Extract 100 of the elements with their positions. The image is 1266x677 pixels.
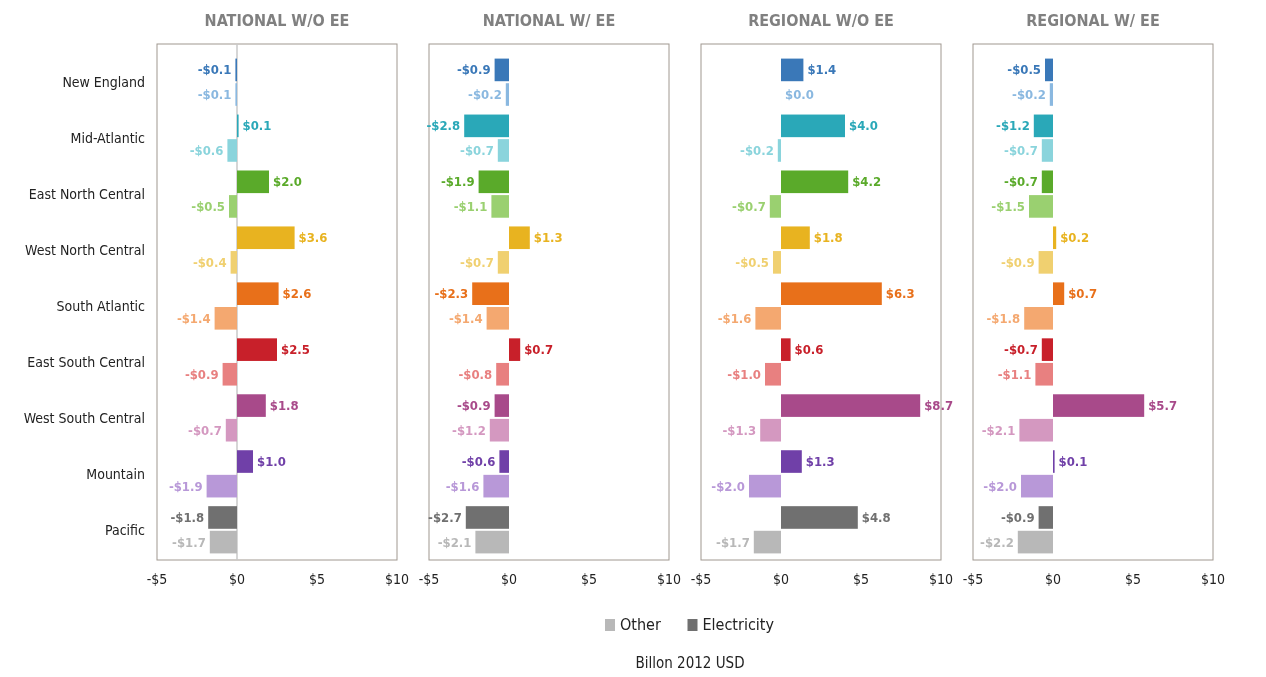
data-label: -$0.7 [1004, 174, 1038, 190]
data-label: -$0.7 [460, 254, 494, 270]
bar [1041, 338, 1053, 361]
y-tick-label: West North Central [25, 241, 145, 258]
bar [237, 226, 295, 250]
x-tick-label: $0 [500, 571, 518, 587]
x-tick-label: $10 [928, 571, 954, 587]
data-label: -$1.6 [445, 478, 480, 494]
bar [1045, 58, 1053, 82]
y-tick-label: East North Central [28, 186, 145, 203]
data-label: -$0.9 [1000, 510, 1035, 526]
data-label: $0.0 [785, 87, 814, 103]
y-tick-label: Pacific [105, 521, 146, 538]
bar [769, 195, 781, 218]
legend-label: Electricity [702, 615, 775, 634]
data-label: -$0.5 [735, 254, 769, 270]
data-label: -$1.6 [717, 310, 752, 326]
y-tick-label: East South Central [27, 353, 145, 370]
bar [749, 474, 781, 498]
data-label: -$0.1 [197, 87, 232, 103]
data-label: -$1.2 [996, 118, 1030, 134]
bar [206, 474, 237, 498]
data-label: -$2.1 [437, 534, 472, 550]
bar [494, 394, 509, 417]
x-tick-label: $0 [1044, 571, 1062, 587]
y-tick-label: South Atlantic [56, 297, 146, 314]
bar [1033, 114, 1053, 138]
bar [227, 139, 237, 162]
data-label: -$0.7 [188, 422, 222, 438]
data-label: -$1.8 [170, 510, 205, 526]
data-label: -$1.7 [716, 534, 750, 550]
data-label: -$1.3 [722, 422, 757, 438]
bar [1024, 307, 1053, 330]
data-label: $5.7 [1148, 398, 1178, 414]
bar [1019, 418, 1053, 442]
data-label: $2.0 [273, 174, 302, 190]
x-tick-label: -$5 [146, 571, 168, 587]
bar [781, 506, 858, 529]
data-label: -$0.5 [191, 198, 225, 214]
data-label: $1.0 [257, 454, 286, 470]
data-label: -$1.4 [176, 310, 211, 326]
bar [214, 307, 237, 330]
bar [464, 114, 509, 138]
bar [496, 362, 509, 386]
data-label: -$0.5 [1007, 62, 1041, 78]
bar [237, 450, 253, 473]
chart-title: NATIONAL W/O EE [204, 11, 350, 30]
bar [494, 58, 509, 82]
x-tick-label: $10 [656, 571, 682, 587]
bar [497, 139, 509, 162]
bar [209, 530, 237, 554]
data-label: -$1.4 [448, 310, 483, 326]
bar [509, 338, 521, 361]
bar [465, 506, 509, 529]
bar [1049, 83, 1053, 106]
data-label: -$0.6 [461, 454, 496, 470]
data-label: -$2.0 [711, 478, 745, 494]
data-label: -$0.7 [1004, 143, 1038, 159]
data-label: -$0.8 [458, 366, 493, 382]
data-label: -$2.1 [981, 422, 1016, 438]
y-tick-label: New England [62, 74, 145, 91]
data-label: -$2.0 [983, 478, 1017, 494]
data-label: -$0.6 [189, 143, 224, 159]
data-label: $0.7 [524, 342, 554, 358]
chart-title: NATIONAL W/ EE [482, 11, 616, 30]
data-label: -$0.2 [1012, 87, 1046, 103]
x-tick-label: $5 [1124, 571, 1142, 587]
x-tick-label: -$5 [962, 571, 984, 587]
x-axis-title: Billon 2012 USD [635, 654, 745, 672]
bar [781, 58, 804, 82]
data-label: -$2.8 [426, 118, 461, 134]
y-tick-label: Mountain [86, 465, 145, 482]
bar [781, 226, 810, 250]
data-label: -$0.1 [197, 62, 232, 78]
data-label: $6.3 [885, 286, 915, 302]
bar [1035, 362, 1053, 386]
data-label: -$1.9 [440, 174, 475, 190]
bar [755, 307, 781, 330]
data-label: -$0.9 [456, 62, 491, 78]
data-label: -$0.7 [460, 143, 494, 159]
bar [509, 226, 530, 250]
y-tick-label: West South Central [23, 409, 145, 426]
data-label: -$0.7 [1004, 342, 1038, 358]
chart-title: REGIONAL W/ EE [1026, 11, 1160, 30]
data-label: -$2.3 [434, 286, 469, 302]
x-tick-label: $5 [580, 571, 598, 587]
bar [760, 418, 781, 442]
data-label: $1.8 [813, 230, 843, 246]
bar [781, 450, 802, 473]
bar [483, 474, 509, 498]
data-label: $3.6 [298, 230, 328, 246]
bar [781, 282, 882, 305]
x-tick-label: $10 [384, 571, 410, 587]
data-label: $0.6 [794, 342, 824, 358]
data-label: -$1.5 [991, 198, 1025, 214]
bar [765, 362, 781, 386]
data-label: -$1.1 [453, 198, 488, 214]
bar [486, 307, 509, 330]
x-tick-label: $5 [308, 571, 326, 587]
bar [472, 282, 509, 305]
